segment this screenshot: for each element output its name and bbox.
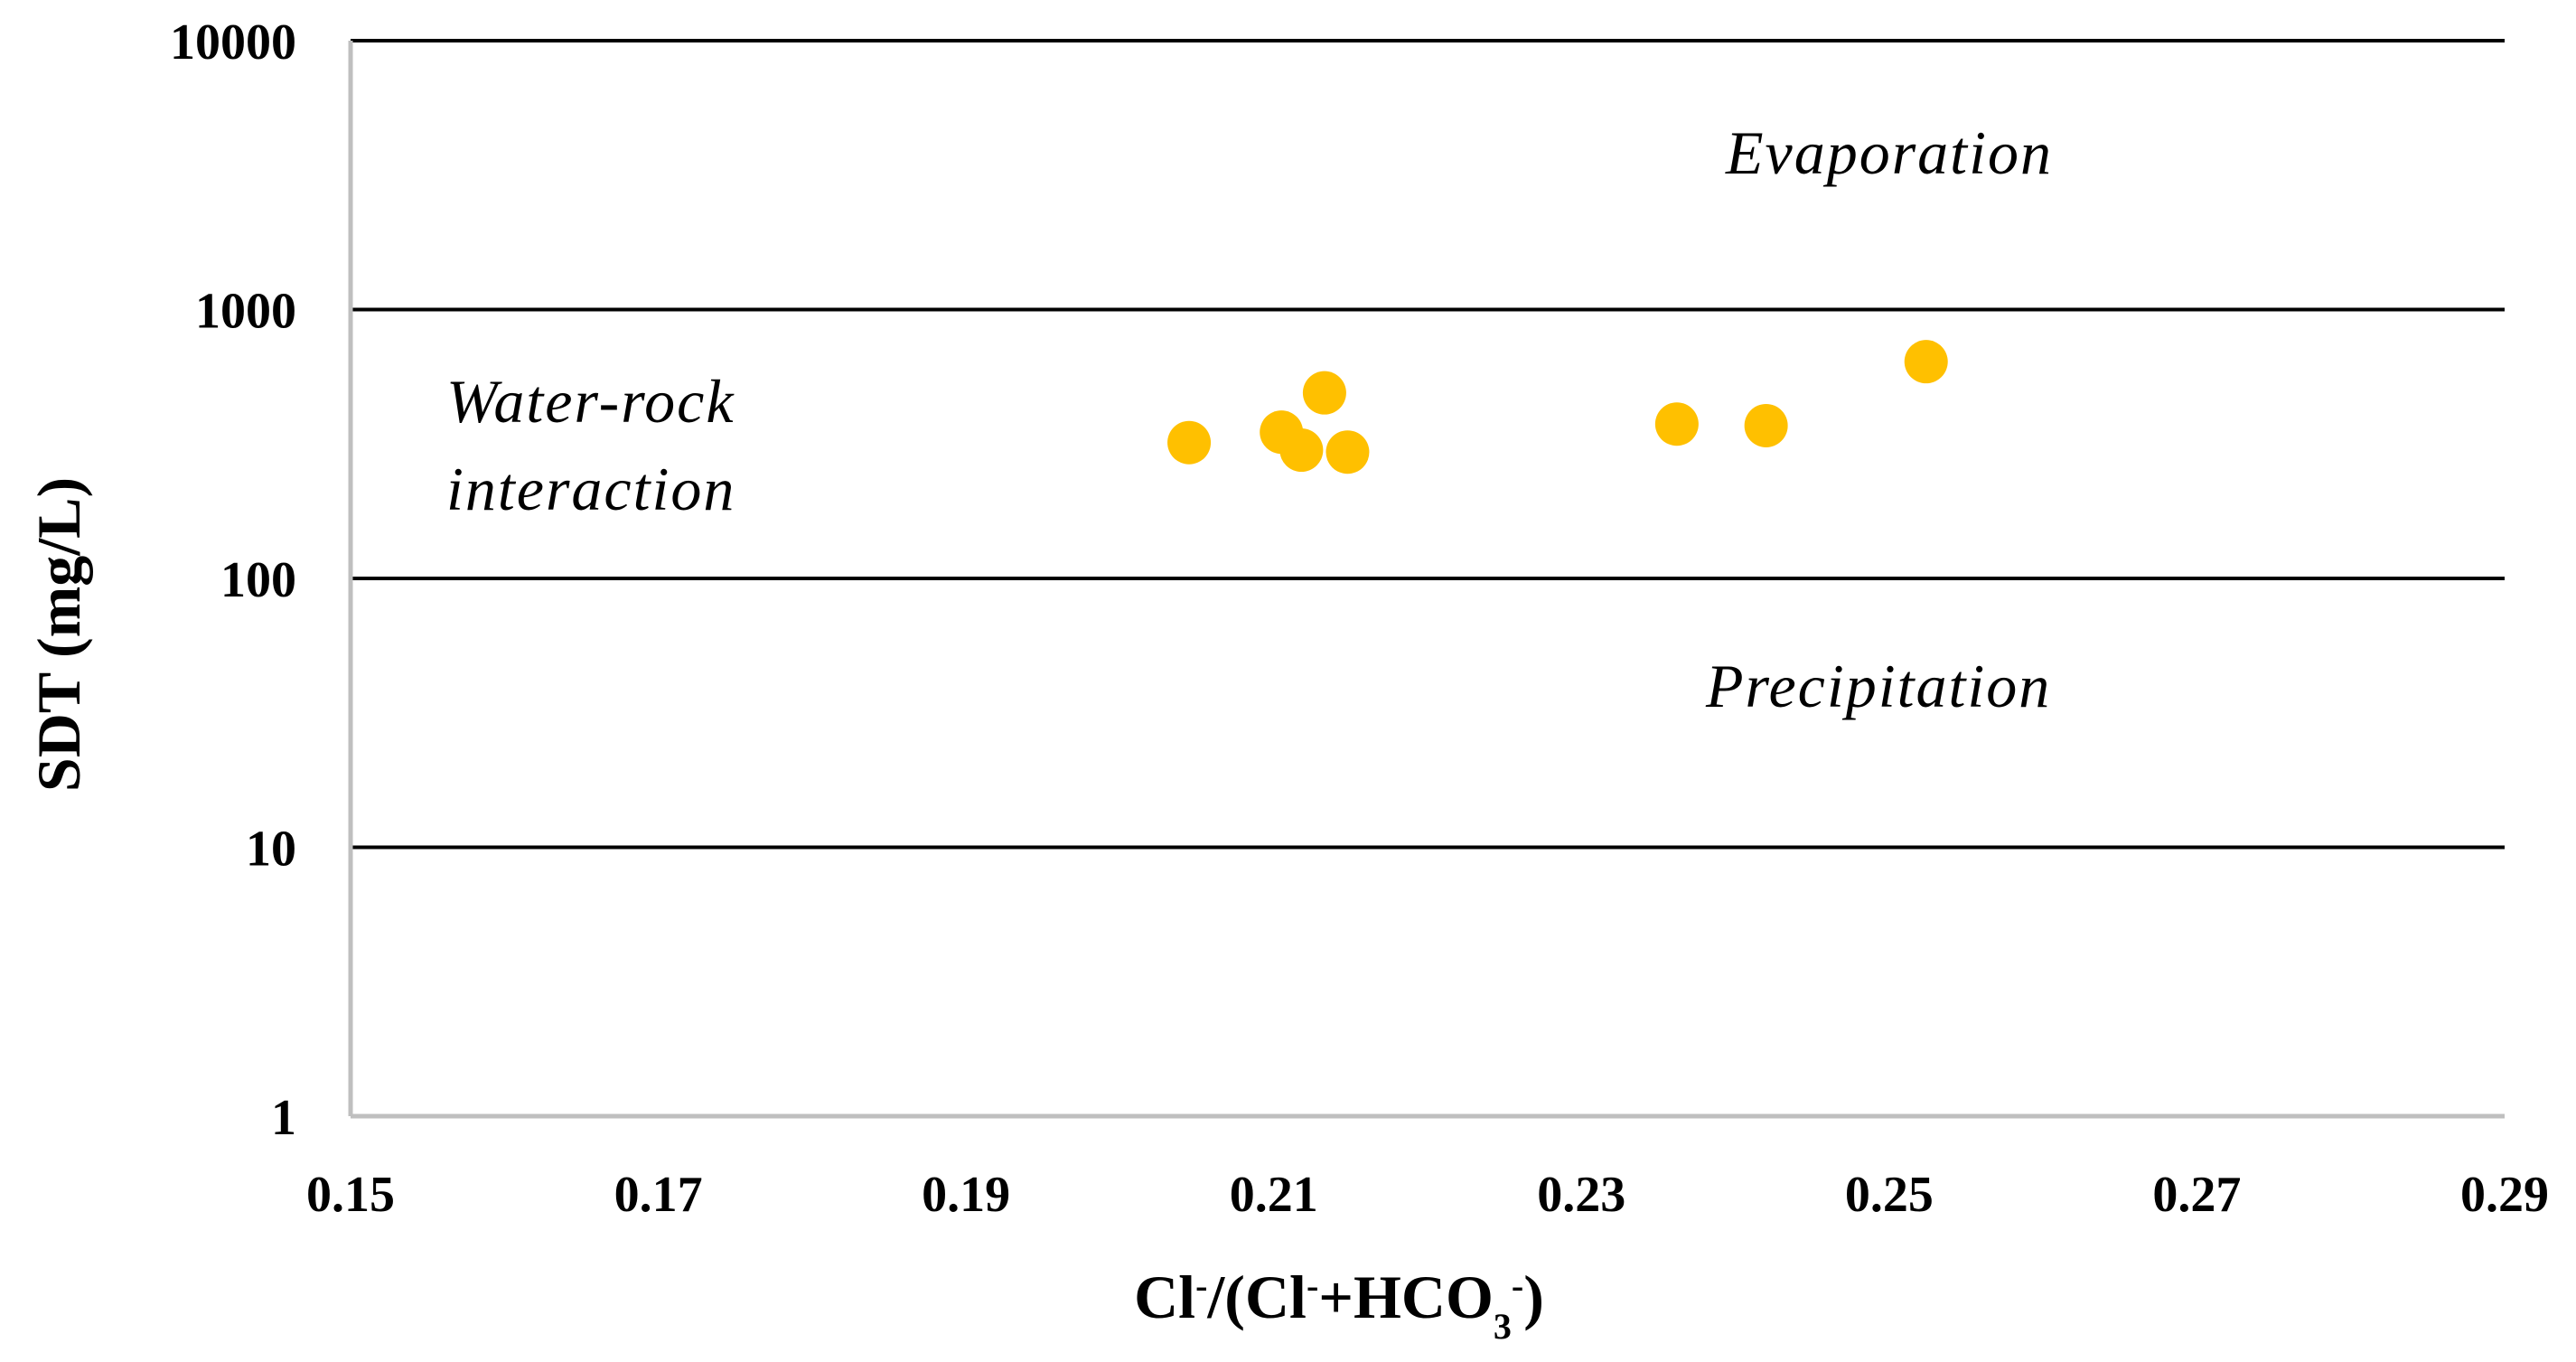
- y-tick-label-1000: 1000: [195, 284, 296, 340]
- x-tick-label-0.19: 0.19: [922, 1167, 1010, 1223]
- x-tick-label-0.29: 0.29: [2460, 1167, 2549, 1223]
- y-tick-label-10000: 10000: [170, 14, 296, 70]
- gridlines: [351, 39, 2505, 850]
- y-axis-title: SDT (mg/L): [24, 477, 93, 792]
- x-tick-label-0.27: 0.27: [2152, 1167, 2241, 1223]
- data-point: [1744, 403, 1788, 447]
- x-tick-label-0.21: 0.21: [1230, 1167, 1318, 1223]
- x-tick-label-0.23: 0.23: [1537, 1167, 1625, 1223]
- y-tick-label-1: 1: [271, 1090, 296, 1146]
- x-axis-title: Cl-/(Cl-+HCO3-): [1134, 1263, 1544, 1347]
- annotation-precipitation: Precipitation: [1705, 652, 2051, 720]
- annotation-evaporation: Evaporation: [1725, 118, 2053, 187]
- annotation-water-rock-interaction: Water-rock interaction: [446, 367, 753, 523]
- y-tick-label-100: 100: [220, 552, 296, 608]
- axes: [348, 41, 2505, 1119]
- y-tick-label-10: 10: [246, 822, 296, 878]
- data-points: [1167, 340, 1948, 474]
- data-point: [1279, 428, 1324, 473]
- data-point: [1167, 420, 1212, 465]
- x-tick-labels: 0.15 0.17 0.19 0.21 0.23 0.25 0.27 0.29: [306, 1167, 2549, 1223]
- y-tick-labels: 1 10 100 1000 10000: [170, 14, 296, 1146]
- data-point: [1302, 371, 1346, 415]
- x-tick-label-0.15: 0.15: [306, 1167, 395, 1223]
- data-point: [1654, 402, 1699, 446]
- x-tick-label-0.17: 0.17: [614, 1167, 703, 1223]
- x-tick-label-0.25: 0.25: [1845, 1167, 1934, 1223]
- data-point: [1325, 430, 1370, 474]
- data-point: [1904, 340, 1948, 384]
